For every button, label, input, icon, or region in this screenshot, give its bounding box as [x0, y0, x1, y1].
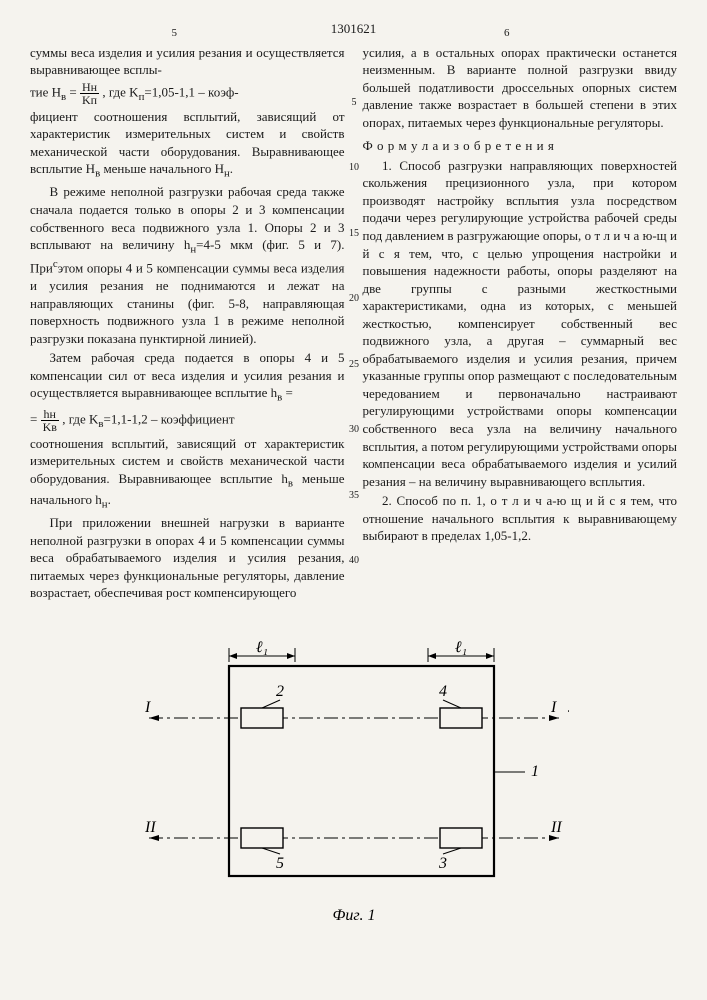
formula-heading: Ф о р м у л а и з о б р е т е н и я: [363, 137, 678, 155]
text: суммы веса изделия и усилия резания и ос…: [30, 45, 345, 78]
text: =: [66, 84, 80, 99]
lineno: 35: [347, 489, 361, 503]
lineno: 40: [347, 554, 361, 568]
para-formula: = hнKв , где Kв=1,1-1,2 – коэффициент: [30, 408, 345, 433]
para: суммы веса изделия и усилия резания и ос…: [30, 44, 345, 79]
svg-text:.: .: [567, 699, 569, 716]
text: .: [230, 161, 233, 176]
svg-text:I: I: [144, 699, 151, 716]
figure-1: ℓ₁ℓ₁II.IIII24531Фиг. 1: [30, 626, 677, 926]
text: =1,1-1,2 – коэффициент: [104, 411, 235, 426]
svg-text:3: 3: [438, 855, 447, 872]
svg-text:Фиг. 1: Фиг. 1: [332, 907, 375, 924]
text: =: [282, 385, 293, 400]
left-column: 5 суммы веса изделия и усилия резания и …: [30, 44, 345, 604]
text: , где K: [59, 411, 98, 426]
svg-text:2: 2: [276, 683, 284, 700]
para: усилия, а в остальных опорах практически…: [363, 44, 678, 132]
frac-num: hн: [41, 408, 59, 421]
text: меньше начального H: [100, 161, 224, 176]
line-numbers: 5 10 15 20 25 30 35 40: [347, 44, 361, 568]
text: этом опоры 4 и 5 компенсации суммы веса …: [30, 261, 345, 346]
svg-text:I: I: [550, 699, 557, 716]
para: соотношения всплытий, зависящий от харак…: [30, 435, 345, 513]
svg-text:ℓ₁: ℓ₁: [454, 639, 466, 656]
fraction: hнKв: [41, 408, 59, 433]
svg-text:4: 4: [439, 683, 447, 700]
lineno: 20: [347, 292, 361, 306]
text: .: [108, 492, 111, 507]
claim: 1. Способ разгрузки направляющих поверхн…: [363, 157, 678, 490]
two-column-text: 5 10 15 20 25 30 35 40 5 суммы веса изде…: [30, 44, 677, 604]
text: , где K: [99, 84, 138, 99]
lineno: 25: [347, 358, 361, 372]
frac-den: Kв: [41, 421, 59, 433]
figure-svg: ℓ₁ℓ₁II.IIII24531Фиг. 1: [139, 626, 569, 926]
svg-text:1: 1: [531, 763, 539, 780]
right-column: 6 усилия, а в остальных опорах практичес…: [363, 44, 678, 604]
para-formula: тие Hв = HнKп , где Kп=1,05-1,1 – коэф-: [30, 81, 345, 106]
claim: 2. Способ по п. 1, о т л и ч а-ю щ и й с…: [363, 492, 678, 545]
text: =: [30, 411, 41, 426]
text: =1,05-1,1 – коэф-: [144, 84, 238, 99]
para: В режиме неполной разгрузки рабочая сред…: [30, 183, 345, 347]
para: Затем рабочая среда подается в опоры 4 и…: [30, 349, 345, 405]
lineno: 5: [347, 96, 361, 110]
fraction: HнKп: [80, 81, 99, 106]
doc-number: 1301621: [30, 20, 677, 38]
col-page-num: 6: [504, 26, 510, 41]
svg-text:II: II: [550, 819, 562, 836]
frac-den: Kп: [80, 94, 99, 106]
svg-text:5: 5: [276, 855, 284, 872]
col-page-num: 5: [172, 26, 178, 41]
para: При приложении внешней нагрузки в вариан…: [30, 514, 345, 602]
lineno: 10: [347, 161, 361, 175]
svg-text:ℓ₁: ℓ₁: [255, 639, 267, 656]
svg-text:II: II: [144, 819, 156, 836]
frac-num: Hн: [80, 81, 99, 94]
lineno: 15: [347, 227, 361, 241]
text: тие H: [30, 84, 61, 99]
text: Затем рабочая среда подается в опоры 4 и…: [30, 350, 345, 400]
para: фициент соотношения всплытий, зависящий …: [30, 108, 345, 182]
lineno: 30: [347, 423, 361, 437]
